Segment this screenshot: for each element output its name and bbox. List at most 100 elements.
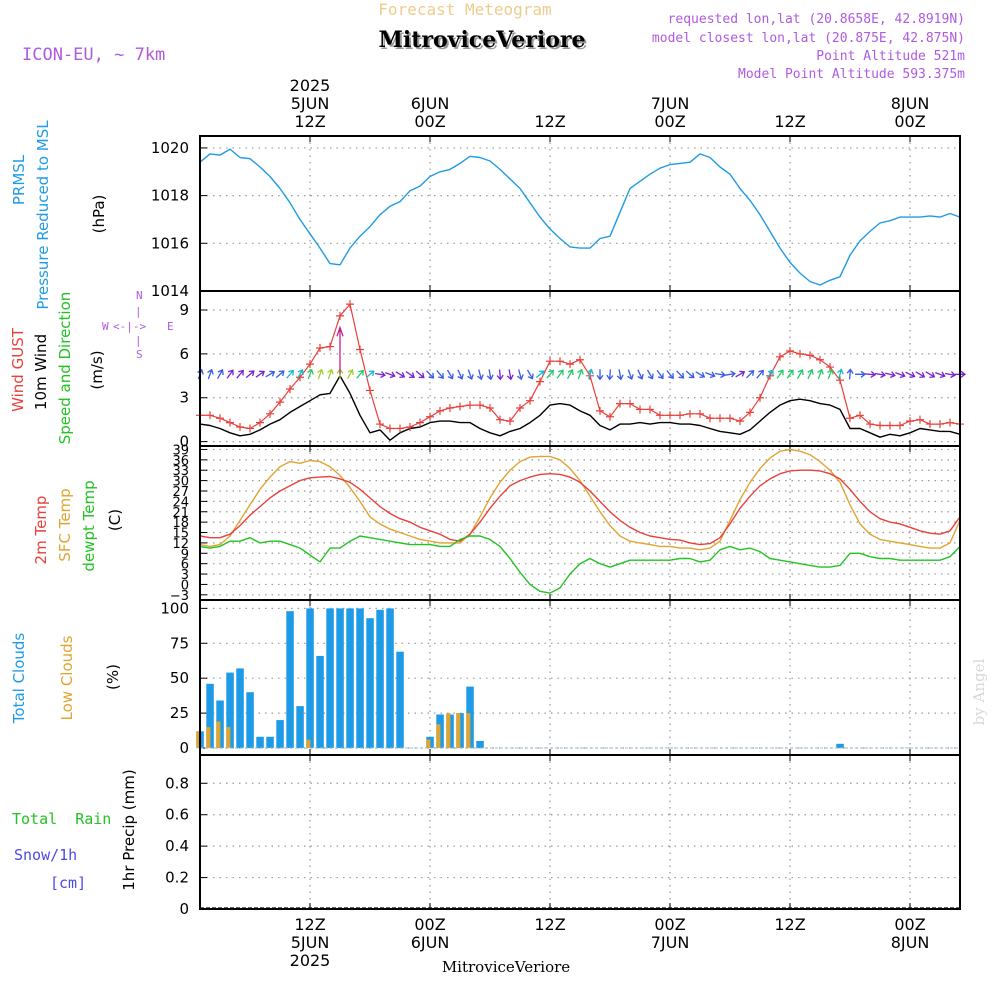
total-cloud-bar <box>316 655 324 749</box>
gust-marker <box>696 409 704 418</box>
wind-direction-arrow <box>556 369 564 379</box>
gust-marker <box>236 422 244 431</box>
y-tick-label: 0 <box>179 433 189 451</box>
gust-marker <box>556 357 564 366</box>
compass-w: W <box>102 320 109 333</box>
gust-marker <box>216 414 224 423</box>
gust-marker <box>676 411 684 420</box>
bottom-time-label: 6JUN <box>411 933 450 952</box>
low-cloud-bar <box>216 721 221 748</box>
pressure-label-prmsl: PRMSL <box>10 154 28 205</box>
bottom-time-label: 8JUN <box>891 933 930 952</box>
bottom-time-label: 00Z <box>894 915 925 934</box>
y-tick-label: 30 <box>172 475 189 490</box>
wind-direction-arrow <box>546 369 554 379</box>
total-cloud-bar <box>346 608 354 748</box>
gust-marker <box>636 405 644 414</box>
y-tick-label: 3 <box>181 568 189 583</box>
gust-marker <box>346 300 354 309</box>
wind-direction-arrow <box>374 371 386 379</box>
total-cloud-bar <box>836 743 844 748</box>
gust-marker <box>286 384 294 393</box>
panel-frame <box>199 445 961 601</box>
total-clouds-label: Total Clouds <box>10 633 28 725</box>
panel-frame <box>199 290 961 447</box>
footer-station: MitroviceVeriore <box>442 958 570 976</box>
gust-marker <box>656 411 664 420</box>
gust-marker <box>836 376 844 385</box>
total-cloud-bar <box>286 611 294 748</box>
gust-marker <box>316 344 324 353</box>
low-cloud-bar <box>426 739 431 748</box>
gust-marker <box>526 396 534 405</box>
top-time-label: 00Z <box>654 112 685 131</box>
total-cloud-bar <box>356 608 364 748</box>
y-tick-label: 9 <box>181 547 189 562</box>
wind-direction-arrow <box>327 368 334 380</box>
gust-marker <box>386 424 394 433</box>
gust-marker <box>846 414 854 423</box>
wind-direction-arrow <box>255 370 265 378</box>
panel-frame <box>199 135 961 292</box>
wind-direction-arrow <box>245 370 255 379</box>
gust-marker <box>686 409 694 418</box>
gust-marker <box>616 399 624 408</box>
top-time-label: 00Z <box>414 112 445 131</box>
wind-direction-arrow <box>864 370 877 378</box>
gust-marker <box>456 402 464 411</box>
snow-label: Snow/1h <box>14 846 77 864</box>
total-cloud-bar <box>246 692 254 749</box>
top-time-label: 12Z <box>294 112 325 131</box>
wind-direction-arrow <box>516 369 524 381</box>
bottom-time-label: 12Z <box>774 915 805 934</box>
gust-marker <box>426 412 434 421</box>
compass-n-arrow: | <box>135 305 142 318</box>
wind-unit: (m/s) <box>88 350 106 389</box>
wind-direction-arrow <box>685 370 695 379</box>
y-tick-label: 21 <box>172 506 189 521</box>
wind-direction-arrow <box>646 369 654 380</box>
wind-direction-arrow <box>506 369 514 381</box>
wind-direction-arrow <box>855 370 867 378</box>
gust-marker <box>496 415 504 424</box>
dewpt-line <box>199 535 961 594</box>
wind-direction-arrow <box>317 368 324 380</box>
wind-direction-arrow <box>656 369 664 380</box>
gust-marker <box>936 420 944 429</box>
y-tick-label: 0.8 <box>165 774 189 792</box>
y-tick-label: 24 <box>172 495 189 510</box>
wind-direction-arrow <box>446 369 454 380</box>
wind-direction-arrow <box>786 369 794 379</box>
wind-direction-arrow <box>457 369 464 380</box>
low-cloud-bar <box>466 713 471 748</box>
y-tick-label: 0 <box>179 900 189 918</box>
temp-unit: (C) <box>106 509 124 531</box>
gust-marker <box>416 418 424 427</box>
y-tick-label: −3 <box>170 589 189 604</box>
point-altitude: Point Altitude 521m <box>816 49 965 64</box>
gust-marker <box>806 351 814 360</box>
wind-direction-arrow <box>467 369 474 381</box>
y-tick-label: 15 <box>172 527 189 542</box>
wind-direction-arrow <box>226 369 234 379</box>
wind-direction-arrow <box>365 370 375 379</box>
wind-direction-arrow <box>746 370 755 379</box>
y-tick-label: 18 <box>172 516 189 531</box>
wind-direction-arrow <box>216 369 224 380</box>
wind-direction-arrow <box>596 369 604 381</box>
y-tick-label: 0.6 <box>165 806 189 824</box>
total-rain-label: Total Rain <box>12 810 111 828</box>
wind-direction-arrow <box>637 369 644 380</box>
top-time-label: 7JUN <box>651 94 690 113</box>
wind-dir-label: Speed and Direction <box>56 292 74 445</box>
y-tick-label: 1020 <box>151 139 189 157</box>
y-tick-label: 27 <box>172 485 189 500</box>
top-time-label: 12Z <box>774 112 805 131</box>
model-point-altitude: Model Point Altitude 593.375m <box>738 67 965 82</box>
gust-marker <box>756 393 764 402</box>
wind-direction-arrow <box>385 371 396 379</box>
panel-frame <box>199 599 961 756</box>
wind-direction-arrow <box>836 368 844 380</box>
gust-marker <box>946 418 954 427</box>
